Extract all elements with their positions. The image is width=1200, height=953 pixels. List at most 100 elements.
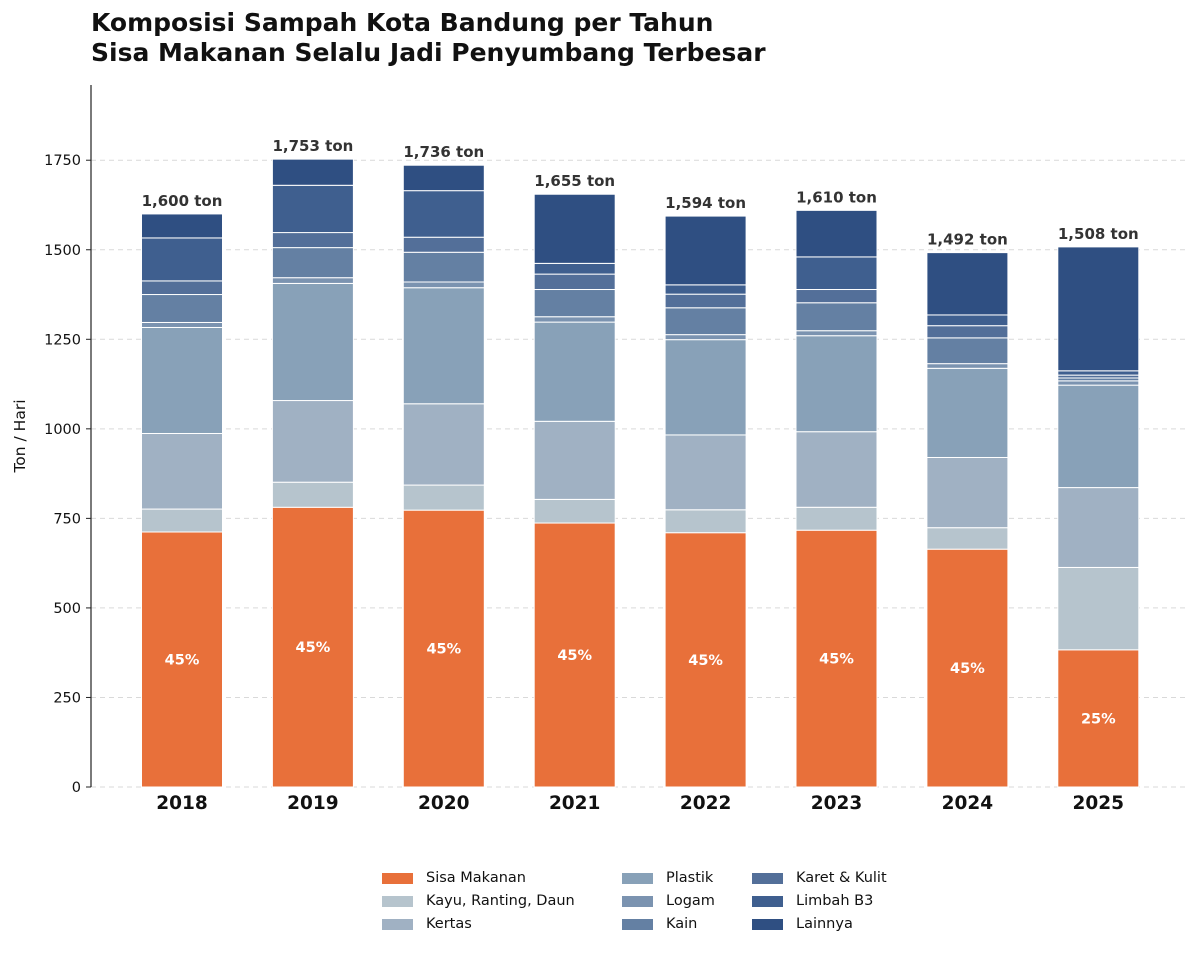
stacked-bar-chart: Ton / Hari 0 250 500 750 1000 1250 1500 1750 201… xyxy=(11,85,1188,814)
total-label: 1,655 ton xyxy=(534,172,615,190)
bar-segment xyxy=(1057,566,1140,651)
legend-item: Lainnya xyxy=(752,914,912,934)
legend-swatch xyxy=(382,918,413,930)
y-tick-label: 750 xyxy=(53,511,81,527)
x-tick-label: 2024 xyxy=(942,793,994,814)
bar-segment xyxy=(402,509,485,788)
share-label: 45% xyxy=(950,661,985,677)
total-label: 1,594 ton xyxy=(665,194,746,212)
bar-segment xyxy=(141,237,223,282)
bar-segment xyxy=(533,316,616,323)
legend-label: Plastik xyxy=(666,870,714,886)
bar-segment xyxy=(1057,384,1140,489)
bar-segment xyxy=(664,339,747,436)
bar-segment xyxy=(141,321,223,328)
x-tick-label: 2018 xyxy=(156,793,208,814)
bar-segment xyxy=(533,498,616,524)
bar-segment xyxy=(795,431,878,508)
legend-swatch xyxy=(622,895,653,907)
total-label: 1,736 ton xyxy=(403,143,484,161)
chart-title-line-2: Sisa Makanan Selalu Jadi Penyumbang Terb… xyxy=(91,38,766,67)
bar-segment xyxy=(533,273,616,291)
bar-segment xyxy=(533,522,616,788)
legend-item: Kayu, Ranting, Daun xyxy=(382,891,622,911)
legend-item: Kertas xyxy=(382,914,622,934)
x-tick-label: 2021 xyxy=(549,793,601,814)
legend-label: Kertas xyxy=(426,916,472,932)
legend-label: Kayu, Ranting, Daun xyxy=(426,893,575,909)
legend-label: Limbah B3 xyxy=(796,893,874,909)
bar-segment xyxy=(402,190,485,238)
x-tick-label: 2023 xyxy=(811,793,863,814)
bar-segment xyxy=(795,302,878,332)
bar-segment xyxy=(271,232,354,249)
bar-segment xyxy=(271,506,354,788)
y-tick-label: 1000 xyxy=(44,422,81,438)
legend-label: Kain xyxy=(666,916,698,932)
bar-segment xyxy=(664,307,747,336)
bar-segment xyxy=(402,236,485,253)
y-tick-label: 1500 xyxy=(44,243,81,259)
bar-segment xyxy=(271,158,354,186)
bars xyxy=(141,158,1140,788)
bar-segment xyxy=(141,326,223,434)
share-label: 45% xyxy=(557,648,592,664)
legend-swatch xyxy=(752,895,783,907)
bar-segment xyxy=(664,434,747,511)
bar-segment xyxy=(795,209,878,258)
legend-item: Plastik xyxy=(622,868,752,888)
bar-segment xyxy=(795,506,878,531)
bar-segment xyxy=(926,325,1009,339)
bar-segment xyxy=(664,509,747,534)
x-tick-label: 2022 xyxy=(680,793,732,814)
bar-segment xyxy=(141,213,223,239)
bar-segment xyxy=(1057,649,1140,788)
bar-segment xyxy=(926,367,1009,458)
bar-segment xyxy=(141,432,223,510)
legend: Sisa Makanan Plastik Karet & Kulit Kayu, Ra… xyxy=(382,868,912,934)
bar-segment xyxy=(402,251,485,283)
bar-segment xyxy=(795,335,878,433)
share-label: 45% xyxy=(165,652,200,668)
bar-segment xyxy=(926,252,1009,316)
legend-swatch xyxy=(622,872,653,884)
y-tick-label: 0 xyxy=(72,780,81,796)
legend-swatch xyxy=(382,895,413,907)
share-label: 45% xyxy=(819,652,854,668)
bar-segment xyxy=(402,403,485,486)
x-tick-label: 2020 xyxy=(418,793,470,814)
chart-title-line-1: Komposisi Sampah Kota Bandung per Tahun xyxy=(91,8,714,37)
bar-segment xyxy=(664,532,747,788)
share-label: 25% xyxy=(1081,711,1116,727)
bar-segment xyxy=(533,262,616,275)
y-tick-label: 1750 xyxy=(44,153,81,169)
share-label: 45% xyxy=(426,642,461,658)
bar-segment xyxy=(795,529,878,788)
y-tick-label: 500 xyxy=(53,601,81,617)
bar-segment xyxy=(926,456,1009,529)
bar-segment xyxy=(1057,380,1140,386)
bar-segment xyxy=(271,247,354,279)
bar-segment xyxy=(533,321,616,422)
y-axis-label: Ton / Hari xyxy=(11,399,29,473)
legend-item: Logam xyxy=(622,891,752,911)
bar-segment xyxy=(926,527,1009,550)
bar-segment xyxy=(795,256,878,291)
bar-segment xyxy=(533,193,616,264)
x-tick-label: 2025 xyxy=(1073,793,1125,814)
total-label: 1,753 ton xyxy=(272,137,353,155)
legend-label: Logam xyxy=(666,893,715,909)
bar-segment xyxy=(402,281,485,289)
total-label: 1,508 ton xyxy=(1058,225,1139,243)
bar-segment xyxy=(402,164,485,192)
bar-segment xyxy=(271,481,354,508)
share-label: 45% xyxy=(296,640,331,656)
bar-segment xyxy=(533,289,616,318)
bar-segment xyxy=(1057,487,1140,568)
bar-segment xyxy=(926,314,1009,327)
bar-segment xyxy=(664,334,747,341)
legend-swatch xyxy=(752,918,783,930)
y-tick-label: 1250 xyxy=(44,332,81,348)
data-labels: 1,600 ton 45% 1,753 ton 45% 1,736 ton 45% 1,65… xyxy=(142,137,1139,727)
bar-segment xyxy=(271,184,354,234)
